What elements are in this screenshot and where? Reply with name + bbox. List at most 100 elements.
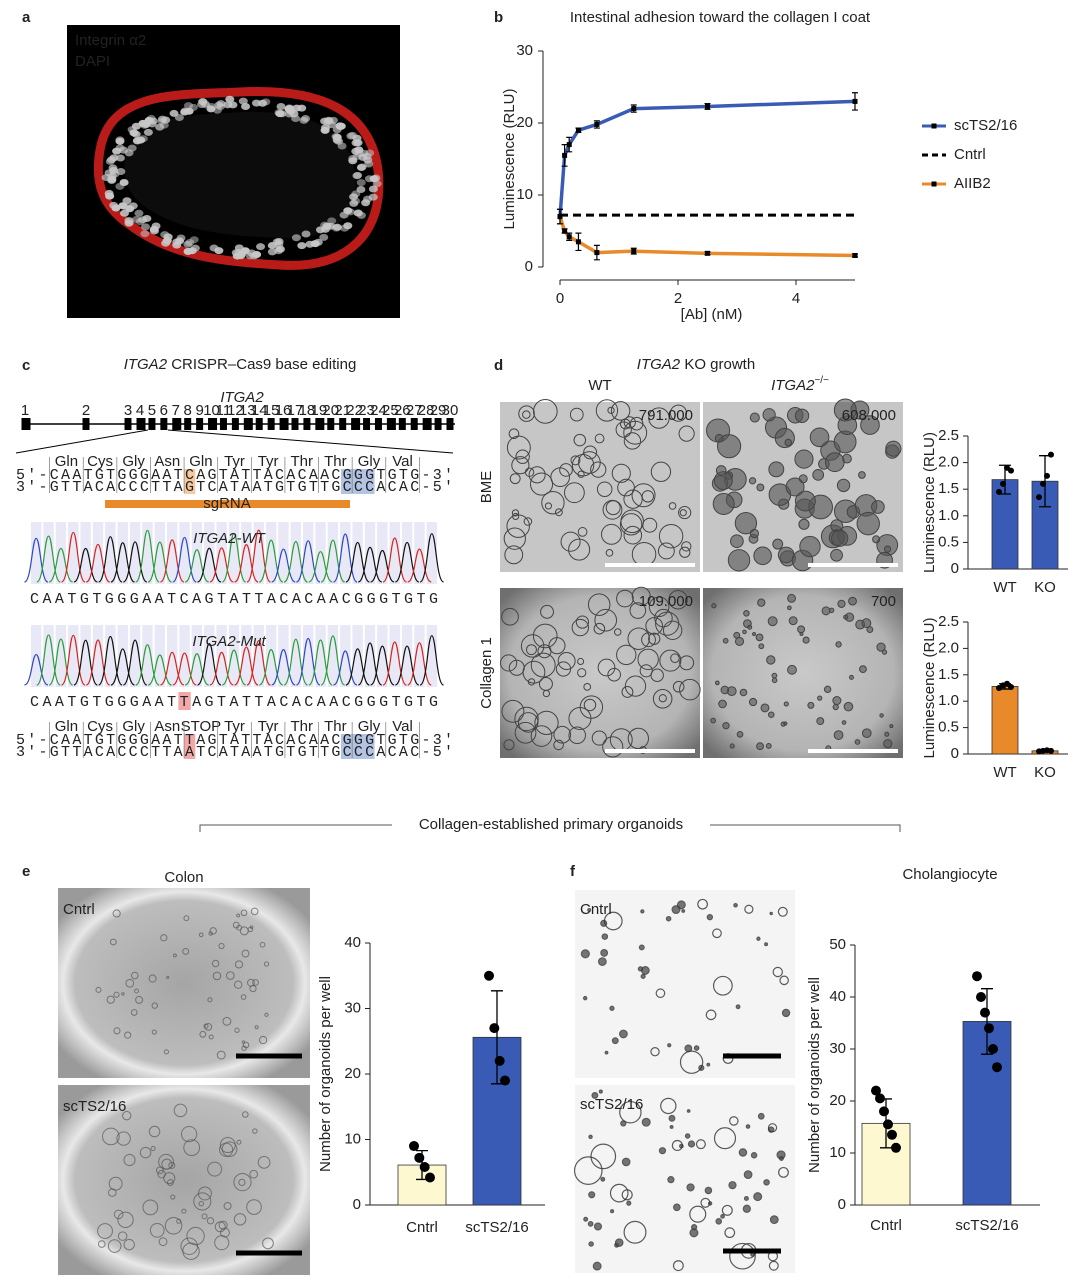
organoid (252, 1128, 258, 1134)
trace-peak (333, 650, 358, 686)
trace-bg (92, 625, 104, 687)
exon (363, 418, 371, 430)
organoid (729, 1242, 756, 1270)
organoid (879, 713, 884, 718)
organoid (749, 528, 760, 539)
organoid (739, 688, 748, 697)
trace-peak (110, 648, 135, 686)
organoid (784, 438, 793, 447)
organoid (123, 1238, 135, 1251)
nucleus (109, 201, 119, 209)
nucleus (225, 95, 235, 103)
trace-bg (389, 522, 400, 584)
organoid (706, 1062, 711, 1067)
organoid (799, 535, 821, 558)
organoid (563, 482, 585, 504)
organoid (241, 1040, 246, 1044)
organoid (588, 1241, 594, 1247)
organoid (571, 454, 595, 477)
organoid (501, 699, 525, 723)
codon-label: Thr (290, 718, 313, 735)
trace-peak (147, 541, 172, 583)
exon (160, 418, 168, 430)
organoid (500, 654, 518, 672)
chart-title: Intestinal adhesion toward the collagen … (570, 9, 871, 26)
micrograph (58, 1085, 310, 1275)
exon-number: 14 (251, 402, 268, 419)
organoid (821, 606, 831, 616)
organoid (117, 1211, 134, 1228)
codon-label: Tyr (258, 718, 279, 735)
base-highlight (340, 734, 375, 759)
nucleus (276, 102, 286, 110)
organoid (757, 1112, 765, 1120)
trace-peak (160, 651, 185, 686)
trace-peak (23, 537, 49, 583)
organoid (569, 407, 584, 422)
organoid (610, 401, 631, 421)
nucleus (138, 135, 148, 143)
exon-number: 20 (322, 402, 339, 419)
nucleus (339, 211, 349, 219)
trace-peak (196, 643, 222, 686)
organoid (219, 1227, 230, 1238)
organoid (883, 739, 893, 749)
trace-peak (234, 646, 259, 686)
nucleus (301, 230, 311, 238)
trace-bg (154, 522, 165, 584)
x-tick-label: 0 (556, 290, 564, 307)
x-tick-label: Cntrl (406, 1219, 438, 1236)
organoid (236, 913, 241, 918)
trace-peak (184, 653, 209, 686)
nucleus (105, 157, 115, 165)
organoid (798, 518, 810, 530)
trace-bg (68, 625, 79, 687)
organoid (774, 427, 795, 449)
organoid (849, 674, 854, 680)
organoid (733, 631, 741, 639)
nucleus (351, 197, 361, 205)
nucleus (291, 115, 301, 123)
trace-peak (159, 539, 185, 583)
organoid (672, 1260, 684, 1272)
data-point (887, 1129, 897, 1140)
organoid (97, 1223, 113, 1239)
organoid (506, 435, 531, 460)
nucleus (180, 107, 190, 115)
organoid (756, 483, 765, 492)
organoid (163, 1049, 169, 1055)
exon (410, 418, 418, 430)
organoid (771, 677, 778, 684)
organoid (668, 590, 688, 610)
organoid (530, 652, 556, 678)
trace-bg (377, 522, 388, 584)
nucleus (251, 99, 261, 107)
trace-bg (55, 522, 67, 584)
data-point (1044, 472, 1050, 479)
organoid (777, 906, 788, 917)
organoid (166, 975, 170, 979)
organoid (833, 398, 857, 422)
data-point (631, 106, 637, 112)
data-point (988, 1044, 998, 1054)
organoid (627, 727, 649, 750)
codon-label: Asn (154, 718, 180, 735)
organoid (678, 425, 695, 442)
trace-bg (364, 625, 376, 687)
organoid (216, 1050, 226, 1060)
trace-bg (315, 522, 326, 584)
trace-peak (221, 532, 247, 583)
y-tick-label: 30 (829, 1040, 846, 1057)
organoid (532, 623, 558, 649)
organoid (236, 1139, 242, 1145)
exon (351, 418, 361, 430)
data-point (594, 250, 600, 256)
trace-peak (172, 536, 197, 583)
data-point (1008, 467, 1014, 474)
data-point (984, 1023, 994, 1034)
organoid (620, 1120, 627, 1127)
organoid (583, 445, 598, 460)
organoid (672, 680, 685, 693)
organoid (728, 1181, 737, 1190)
